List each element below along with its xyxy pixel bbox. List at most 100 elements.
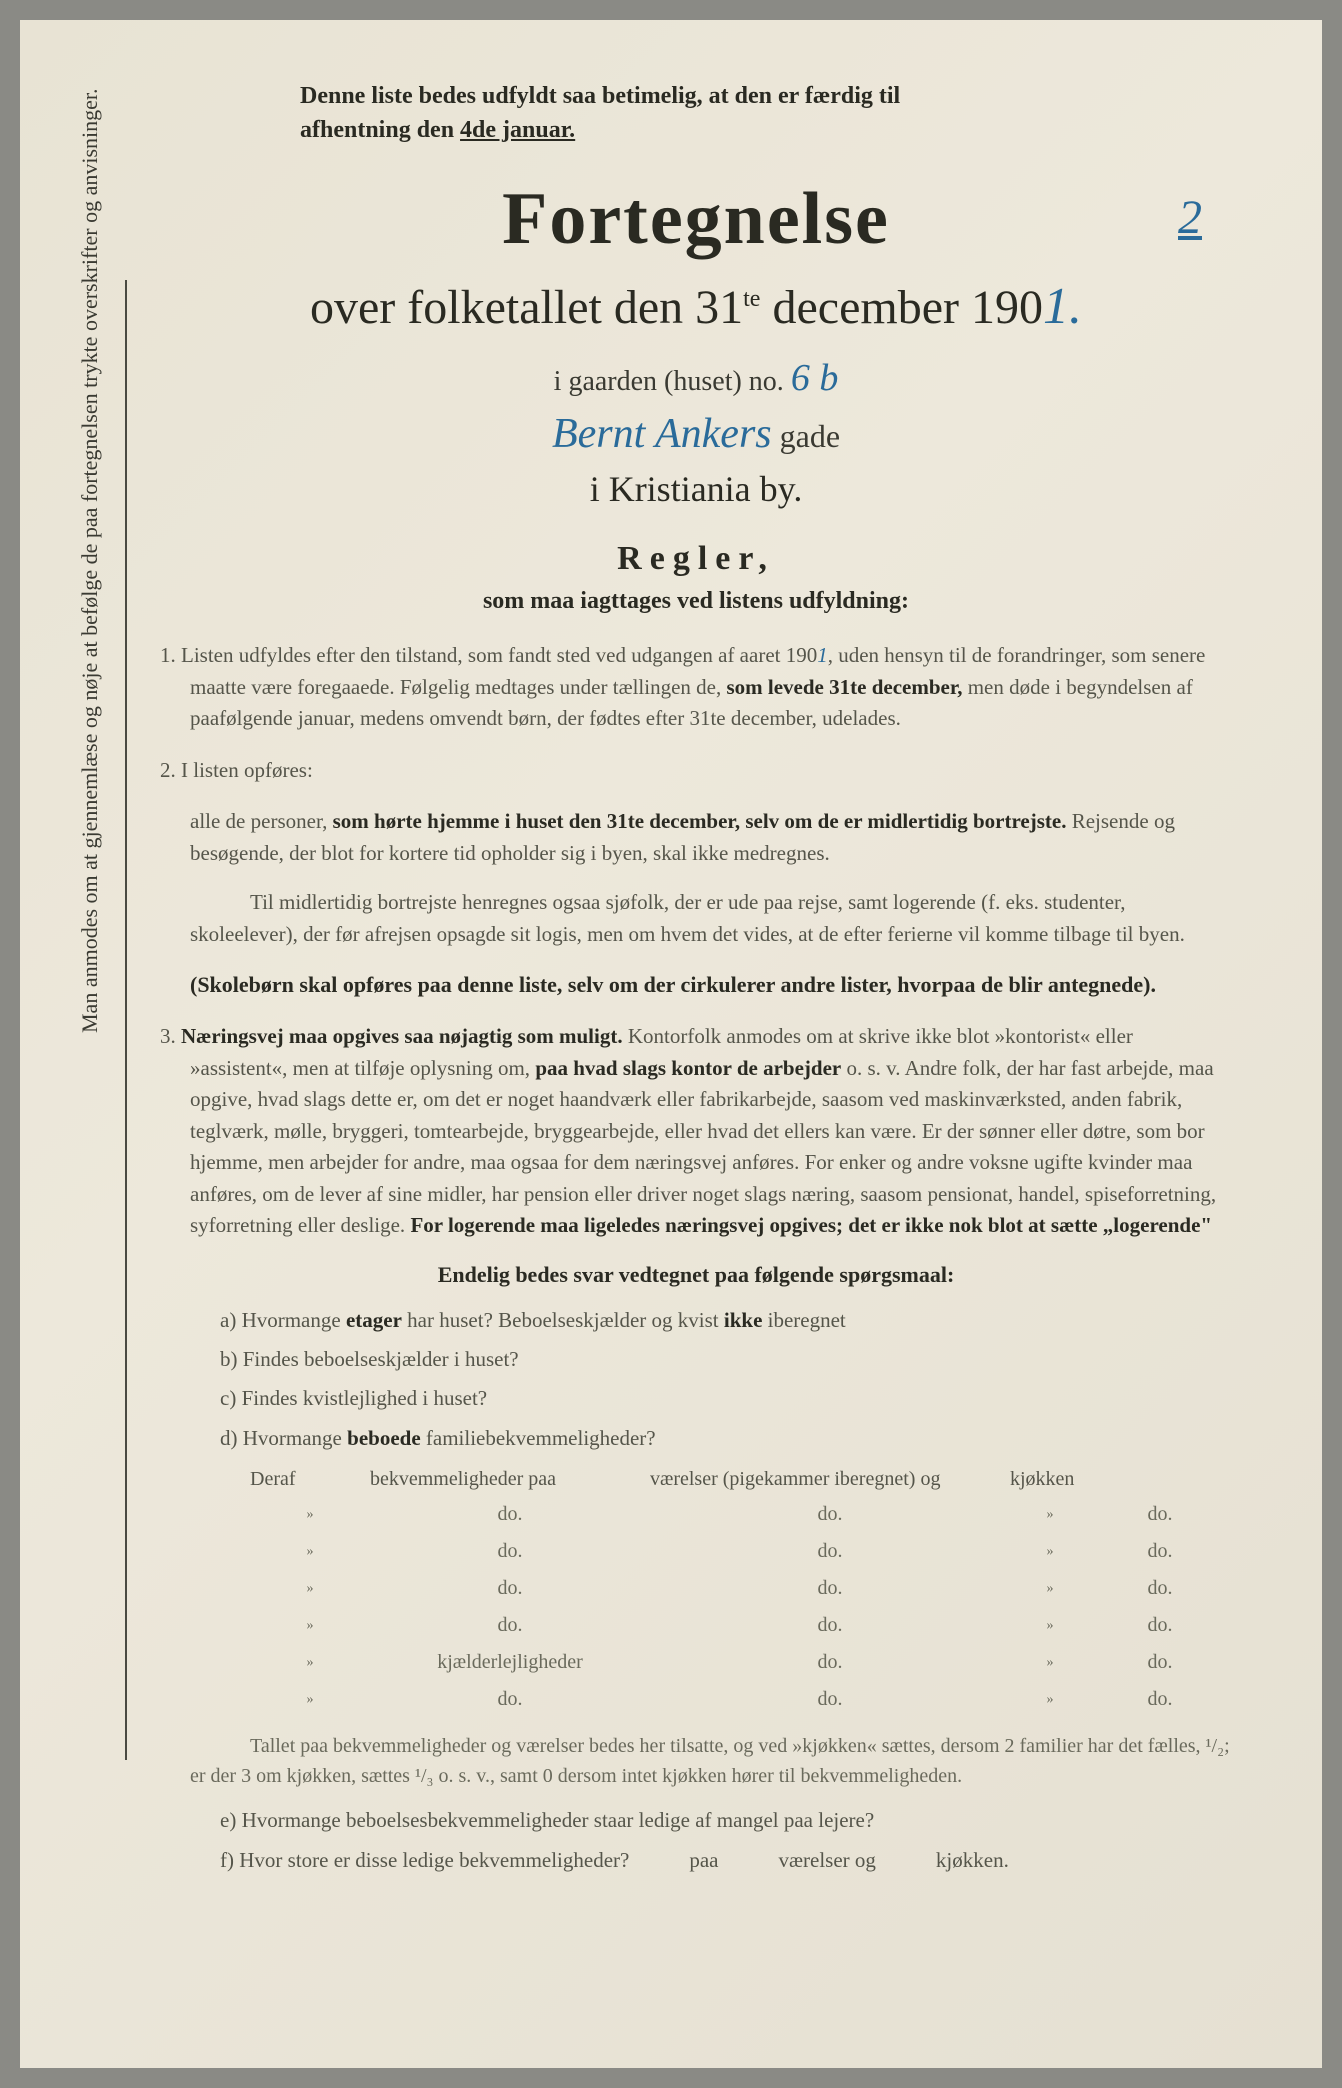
rule2-sub1-a: alle de personer, — [190, 809, 333, 833]
qf-c: værelser og — [779, 1846, 876, 1875]
cell: do. — [1090, 1614, 1230, 1637]
rule2-sub1-bold: som hørte hjemme i huset den 31te decemb… — [333, 809, 1067, 833]
rule2-sub1: alle de personer, som hørte hjemme i hus… — [160, 806, 1232, 869]
cell: do. — [1090, 1503, 1230, 1526]
cell: » — [250, 1655, 370, 1671]
rule1-a: Listen udfyldes efter den tilstand, som … — [181, 643, 817, 667]
cell: » — [250, 1618, 370, 1634]
cell: do. — [1090, 1540, 1230, 1563]
cell: » — [1010, 1692, 1090, 1708]
table-header: Deraf bekvemmeligheder paa værelser (pig… — [250, 1468, 1232, 1491]
cell: do. — [650, 1577, 1010, 1600]
cell: » — [250, 1507, 370, 1523]
cell: » — [1010, 1507, 1090, 1523]
subtitle-post: december 190 — [760, 281, 1043, 334]
cell: do. — [370, 1503, 650, 1526]
cell: do. — [650, 1503, 1010, 1526]
subtitle: over folketallet den 31te december 1901. — [160, 277, 1232, 336]
rule1-hw: 1 — [817, 643, 828, 667]
rule2-sub2: Til midlertidig bortrejste henregnes ogs… — [160, 887, 1232, 950]
table-row: »do.do.»do. — [250, 1503, 1232, 1526]
cell: do. — [370, 1577, 650, 1600]
qf-b: paa — [689, 1846, 718, 1875]
cell: » — [1010, 1544, 1090, 1560]
regler-subheading: som maa iagttages ved listens udfyldning… — [160, 588, 1232, 615]
qa-pre: a) Hvormange — [220, 1308, 346, 1332]
cell: do. — [370, 1614, 650, 1637]
question-b: b) Findes beboelseskjælder i huset? — [160, 1345, 1232, 1374]
gade-label: gade — [780, 418, 840, 454]
street-handwritten: Bernt Ankers — [552, 411, 772, 457]
footnote-1: Tallet paa bekvemmeligheder og værelser … — [160, 1731, 1232, 1791]
gaard-line: i gaarden (huset) no. 6 b — [160, 356, 1232, 400]
gaard-no-handwritten: 6 b — [791, 357, 839, 399]
cell: do. — [650, 1688, 1010, 1711]
rule-2: 2. I listen opføres: — [160, 755, 1232, 787]
qa-bold: etager — [346, 1308, 402, 1332]
qf-a: f) Hvor store er disse ledige bekvemmeli… — [220, 1846, 629, 1875]
qd-bold: beboede — [347, 1426, 421, 1450]
qd-post: familiebekvemmeligheder? — [421, 1426, 656, 1450]
city-line: i Kristiania by. — [160, 468, 1232, 510]
qa-mid: har huset? Beboelseskjælder og kvist — [402, 1308, 724, 1332]
qa-bold2: ikke — [724, 1308, 763, 1332]
page-number-handwritten: 2 — [1178, 190, 1202, 245]
cell: do. — [370, 1688, 650, 1711]
subtitle-pre: over folketallet den 31 — [310, 281, 743, 334]
question-c: c) Findes kvistlejlighed i huset? — [160, 1384, 1232, 1413]
qa-post: iberegnet — [762, 1308, 845, 1332]
questions-header: Endelig bedes svar vedtegnet paa følgend… — [160, 1262, 1232, 1288]
question-d: d) Hvormange beboede familiebekvemmeligh… — [160, 1424, 1232, 1453]
cell: » — [250, 1544, 370, 1560]
top-notice-date: 4de januar. — [460, 117, 575, 143]
regler-heading: Regler, — [160, 540, 1232, 578]
cell: do. — [650, 1540, 1010, 1563]
cell: » — [1010, 1655, 1090, 1671]
top-notice: Denne liste bedes udfyldt saa betimelig,… — [300, 80, 1232, 147]
document-page: Man anmodes om at gjennemlæse og nøje at… — [20, 20, 1322, 2068]
street-line: Bernt Ankers gade — [160, 410, 1232, 458]
cell: do. — [1090, 1577, 1230, 1600]
cell: do. — [650, 1651, 1010, 1674]
table-row: »do.do.»do. — [250, 1540, 1232, 1563]
gaard-label: i gaarden (huset) no. — [554, 366, 784, 397]
cell: do. — [650, 1614, 1010, 1637]
question-a: a) Hvormange etager har huset? Beboelses… — [160, 1306, 1232, 1335]
cell: do. — [1090, 1651, 1230, 1674]
sidebar-rule — [125, 280, 127, 1760]
qd-pre: d) Hvormange — [220, 1426, 347, 1450]
rule3-bold3: For logerende maa ligeledes næringsvej o… — [410, 1213, 1212, 1237]
rule-1: 1. Listen udfyldes efter den tilstand, s… — [160, 640, 1232, 735]
th-4: kjøkken — [1010, 1468, 1150, 1491]
cell: kjælderlejligheder — [370, 1651, 650, 1674]
rule1-bold: som levede 31te december, — [726, 675, 962, 699]
table-row: »kjælderlejlighederdo.»do. — [250, 1651, 1232, 1674]
question-f: f) Hvor store er disse ledige bekvemmeli… — [160, 1846, 1232, 1875]
table-row: »do.do.»do. — [250, 1688, 1232, 1711]
question-e: e) Hvormange beboelsesbekvemmeligheder s… — [160, 1806, 1232, 1835]
top-notice-l1: Denne liste bedes udfyldt saa betimelig,… — [300, 83, 900, 109]
rule2-a: I listen opføres: — [181, 758, 313, 782]
cell: » — [250, 1692, 370, 1708]
subtitle-sup: te — [743, 286, 760, 312]
rule3-bold1: Næringsvej maa opgives saa nøjagtig som … — [181, 1024, 623, 1048]
rule2-sub3: (Skolebørn skal opføres paa denne liste,… — [160, 968, 1232, 1001]
top-notice-l2a: afhentning den — [300, 117, 460, 143]
qf-d: kjøkken. — [936, 1846, 1009, 1875]
cell: do. — [1090, 1688, 1230, 1711]
rule1-num: 1. — [160, 643, 176, 667]
sidebar-text: Man anmodes om at gjennemlæse og nøje at… — [77, 89, 103, 1034]
rule2-num: 2. — [160, 758, 176, 782]
cell: do. — [370, 1540, 650, 1563]
cell: » — [1010, 1581, 1090, 1597]
table-row: »do.do.»do. — [250, 1577, 1232, 1600]
rule-3: 3. Næringsvej maa opgives saa nøjagtig s… — [160, 1021, 1232, 1242]
rule3-b: o. s. v. Andre folk, der har fast arbejd… — [190, 1056, 1216, 1238]
cell: » — [250, 1581, 370, 1597]
table-row: »do.do.»do. — [250, 1614, 1232, 1637]
amenities-table: Deraf bekvemmeligheder paa værelser (pig… — [250, 1468, 1232, 1711]
rule3-bold2: paa hvad slags kontor de arbejder — [535, 1056, 841, 1080]
year-handwritten: 1. — [1043, 278, 1082, 335]
th-2: bekvemmeligheder paa — [370, 1468, 650, 1491]
th-1: Deraf — [250, 1468, 370, 1491]
